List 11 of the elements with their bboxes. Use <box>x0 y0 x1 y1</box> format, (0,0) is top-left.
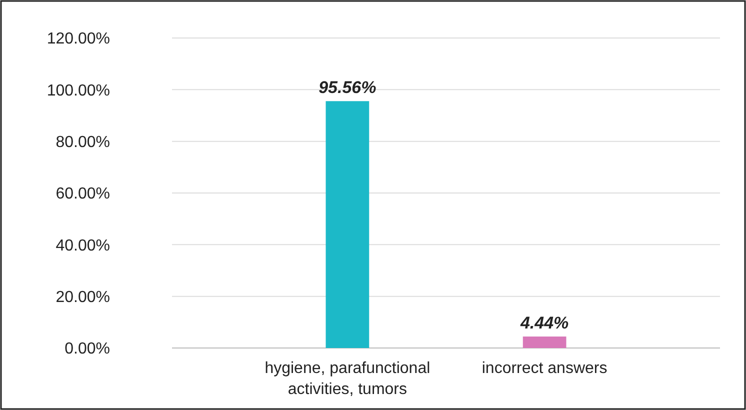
data-label: 95.56% <box>318 78 376 98</box>
y-tick-label: 0.00% <box>64 340 110 358</box>
y-tick-label: 60.00% <box>56 186 110 203</box>
data-label: 4.44% <box>519 314 569 333</box>
x-tick-label: hygiene, parafunctional activities, tumors <box>264 360 430 398</box>
y-tick-label: 80.00% <box>56 134 110 151</box>
x-tick-label: incorrect answers <box>482 360 608 377</box>
y-tick-label: 120.00% <box>46 30 110 48</box>
y-tick-label: 100.00% <box>46 82 110 100</box>
y-tick-label: 20.00% <box>56 288 110 306</box>
y-tick-label: 40.00% <box>56 237 110 254</box>
